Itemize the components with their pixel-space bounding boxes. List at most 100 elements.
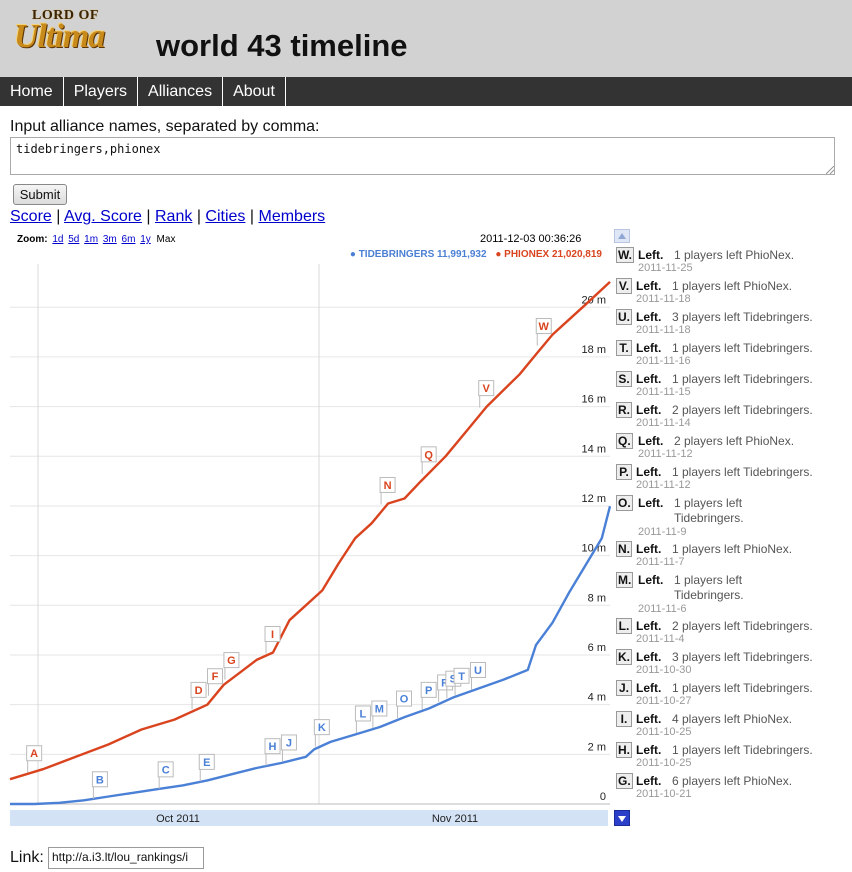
event-date: 2011-11-12 [636, 479, 691, 491]
event-type: Left. [636, 372, 662, 386]
event-letter-badge[interactable]: Q. [616, 433, 633, 449]
event-letter-badge[interactable]: J. [616, 680, 632, 696]
event-letter-badge[interactable]: O. [616, 495, 633, 511]
separator: | [196, 208, 201, 225]
event-letter-badge[interactable]: T. [616, 340, 632, 356]
nav-item-about[interactable]: About [223, 77, 286, 106]
y-tick-label: 2 m [588, 741, 606, 753]
event-description: 1 players left Tidebringers. [672, 341, 813, 355]
y-tick-label: 6 m [588, 642, 606, 654]
event-letter-badge[interactable]: S. [616, 371, 632, 387]
event-letter-badge[interactable]: K. [616, 649, 632, 665]
submit-button[interactable]: Submit [13, 184, 67, 205]
alliances-input[interactable]: tidebringers,phionex [10, 137, 835, 175]
permalink-input[interactable]: http://a.i3.lt/lou_rankings/i [48, 847, 204, 869]
event-flag-letter: J [286, 737, 292, 749]
metric-link-members[interactable]: Members [258, 208, 326, 225]
zoom-option-max: Max [156, 234, 176, 245]
event-type: Left. [638, 248, 664, 262]
y-tick-label: 10 m [582, 543, 606, 555]
event-letter-badge[interactable]: G. [616, 773, 633, 789]
nav-item-players[interactable]: Players [64, 77, 139, 106]
event-type: Left. [636, 341, 662, 355]
event-flag-letter: R [441, 677, 449, 689]
event-flag-o [396, 690, 413, 707]
zoom-option-3m[interactable]: 3m [102, 234, 117, 245]
event-date: 2011-11-18 [636, 293, 691, 305]
event-letter-badge[interactable]: R. [616, 402, 632, 418]
events-scroll-up-button[interactable] [614, 229, 630, 243]
lord-of-ultima-logo[interactable]: LORD OF Ultima [14, 8, 118, 62]
logo-main-text: Ultima [14, 18, 105, 55]
y-tick-label: 0 [600, 791, 606, 803]
event-type: Left. [636, 681, 662, 695]
y-tick-label: 8 m [588, 592, 606, 604]
event-description: 1 players left Tidebringers. [672, 372, 813, 386]
nav-item-home[interactable]: Home [0, 77, 64, 106]
event-description: 6 players left PhioNex. [672, 774, 793, 788]
event-letter-badge[interactable]: M. [616, 572, 634, 588]
event-type: Left. [636, 774, 662, 788]
event-flag-letter: D [195, 685, 203, 697]
x-axis-band [10, 810, 608, 826]
event-type: Left. [638, 434, 664, 448]
event-flag-letter: K [318, 722, 326, 734]
event-flag-v [478, 380, 495, 397]
event-date: 2011-11-12 [638, 448, 693, 460]
event-date: 2011-11-25 [638, 262, 693, 274]
event-type: Left. [636, 403, 662, 417]
event-flag-h [264, 738, 281, 755]
metric-link-cities[interactable]: Cities [205, 208, 246, 225]
event-date: 2011-10-27 [636, 695, 692, 707]
timeline-chart[interactable]: 02 m4 m6 m8 m10 m12 m14 m16 m18 m20 mOct… [0, 264, 612, 828]
chart-timestamp: 2011-12-03 00:36:26 [480, 233, 582, 245]
event-letter-badge[interactable]: W. [616, 247, 634, 263]
event-date: 2011-11-14 [636, 417, 691, 429]
event-flag-t [453, 667, 470, 684]
events-scroll-down-button[interactable] [614, 810, 630, 826]
event-flag-e [198, 753, 215, 770]
zoom-label: Zoom: [17, 234, 48, 245]
textarea-resize-grip[interactable] [826, 166, 834, 174]
event-flag-l [354, 705, 371, 722]
event-type: Left. [636, 743, 662, 757]
zoom-option-5d[interactable]: 5d [68, 234, 80, 245]
event-flag-letter: B [96, 774, 104, 786]
event-letter-badge[interactable]: P. [616, 464, 632, 480]
event-date: 2011-10-25 [636, 757, 692, 769]
event-type: Left. [636, 465, 662, 479]
event-description: 1 players left Tidebringers. [672, 465, 813, 479]
y-tick-label: 12 m [582, 493, 606, 505]
zoom-option-1y[interactable]: 1y [140, 234, 151, 245]
metric-link-rank[interactable]: Rank [155, 208, 193, 225]
nav-item-alliances[interactable]: Alliances [138, 77, 224, 106]
event-flag-a [26, 745, 43, 762]
event-flag-m [371, 700, 388, 717]
event-letter-badge[interactable]: V. [616, 278, 632, 294]
zoom-option-6m[interactable]: 6m [121, 234, 136, 245]
zoom-option-1m[interactable]: 1m [84, 234, 99, 245]
zoom-option-1d[interactable]: 1d [52, 234, 64, 245]
event-description: 1 players left Tidebringers. [674, 496, 744, 525]
event-flag-k [313, 719, 330, 736]
event-letter-badge[interactable]: L. [616, 618, 632, 634]
event-flag-letter: L [360, 708, 367, 720]
event-letter-badge[interactable]: N. [616, 541, 632, 557]
event-description: 1 players left Tidebringers. [672, 681, 813, 695]
event-letter-badge[interactable]: I. [616, 711, 632, 727]
link-label: Link: [10, 849, 44, 866]
main-nav: Home Players Alliances About [0, 77, 852, 106]
event-description: 1 players left PhioNex. [672, 279, 793, 293]
page-title: world 43 timeline [156, 28, 408, 63]
event-date: 2011-11-7 [636, 556, 685, 568]
event-flag-i [264, 625, 281, 642]
event-letter-badge[interactable]: U. [616, 309, 632, 325]
metric-link-avg-score[interactable]: Avg. Score [63, 208, 142, 225]
metric-link-score[interactable]: Score [10, 208, 52, 225]
event-flag-n [379, 476, 396, 493]
event-description: 2 players left PhioNex. [674, 434, 795, 448]
event-letter-badge[interactable]: H. [616, 742, 632, 758]
event-flag-letter: Q [424, 449, 433, 461]
event-type: Left. [638, 496, 664, 510]
y-tick-label: 18 m [582, 344, 606, 356]
